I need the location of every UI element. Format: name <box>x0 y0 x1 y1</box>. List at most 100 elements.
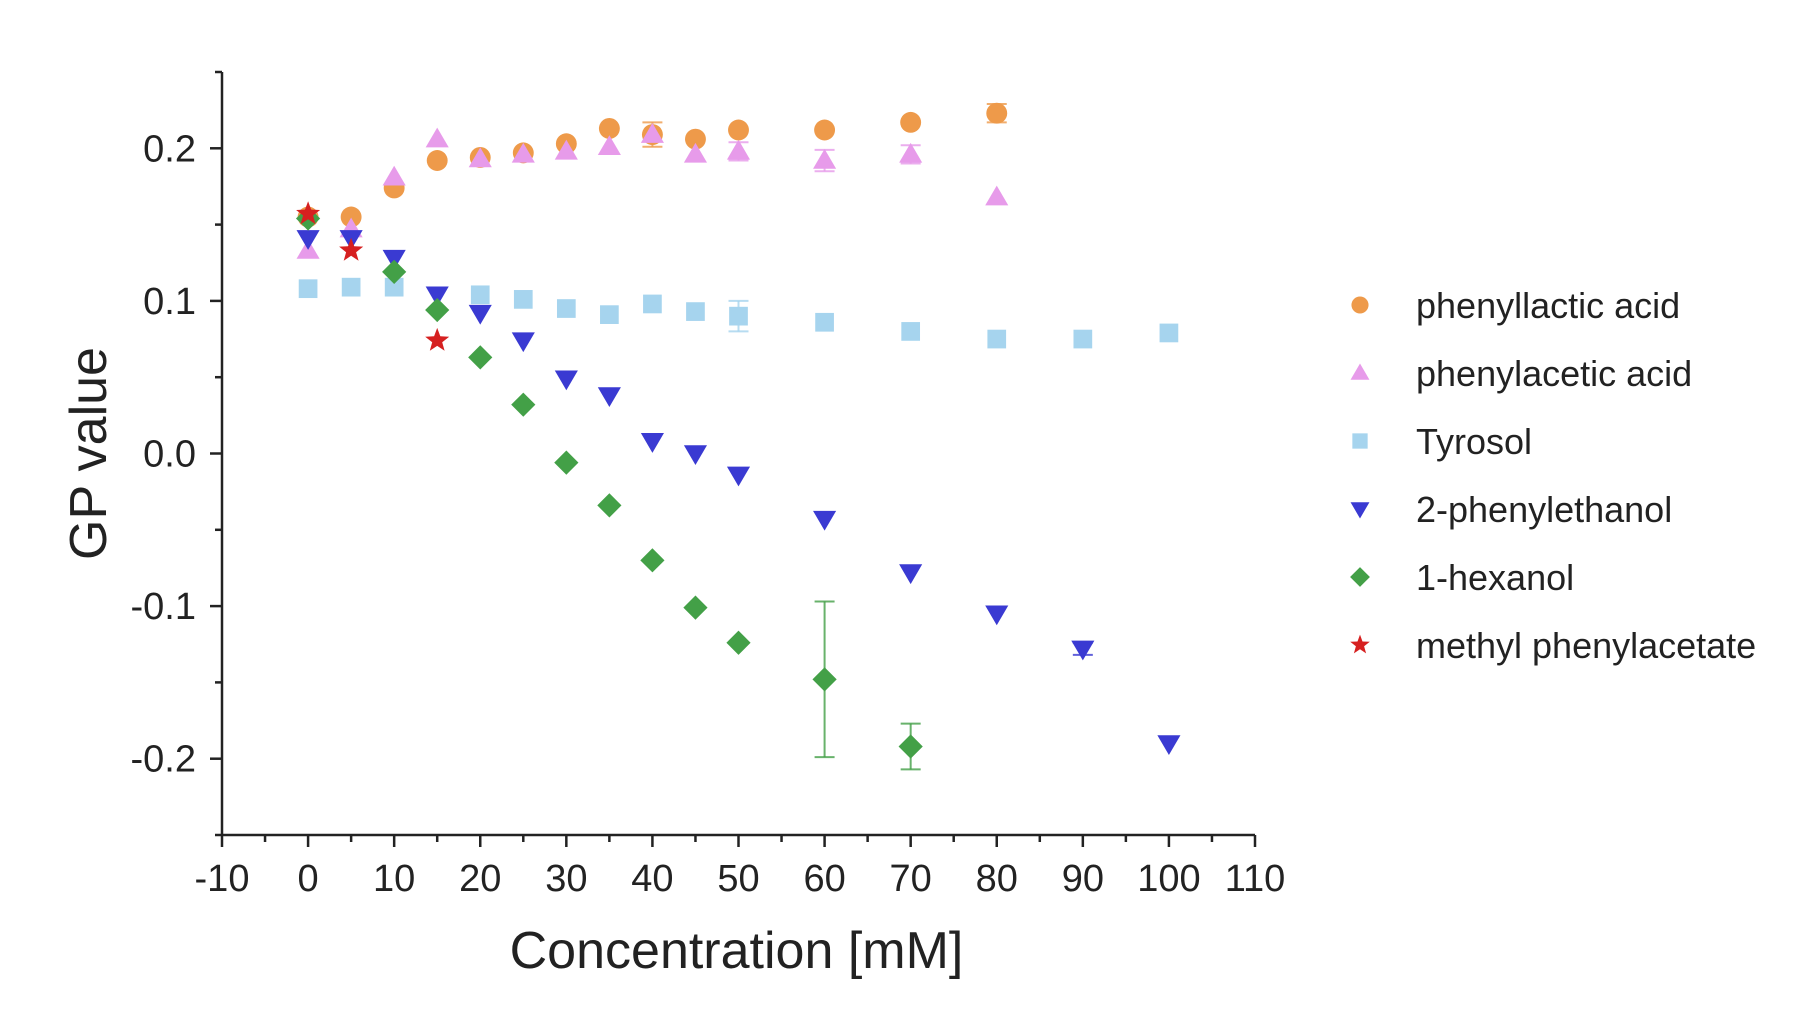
legend-marker <box>1351 296 1369 314</box>
data-point <box>814 119 836 141</box>
data-point <box>898 734 923 759</box>
legend-marker <box>1352 433 1368 449</box>
data-point <box>986 102 1008 124</box>
x-tick-label: 0 <box>298 858 319 900</box>
data-point <box>900 111 922 133</box>
data-point <box>683 595 708 620</box>
data-point <box>640 123 664 143</box>
legend-label: phenyllactic acid <box>1416 285 1680 326</box>
plot-axes: -10 0 10 20 30 40 50 60 70 80 90 100 110 -0.2 -0.1 0.0 0… <box>131 70 1286 900</box>
data-point <box>985 605 1009 626</box>
data-point <box>643 294 662 314</box>
data-point <box>426 150 448 171</box>
legend-label: phenylacetic acid <box>1416 353 1692 394</box>
data-point <box>987 329 1007 349</box>
data-point <box>296 230 320 250</box>
data-point <box>729 306 748 326</box>
legend-label: 1-hexanol <box>1416 557 1574 598</box>
y-axis-title: GP value <box>60 347 118 560</box>
data-point <box>511 142 535 163</box>
data-point <box>985 185 1009 206</box>
data-point <box>899 564 923 585</box>
data-point <box>425 297 450 323</box>
data-point <box>298 279 318 299</box>
x-tick-label: 80 <box>976 858 1018 900</box>
data-point <box>813 148 837 169</box>
data-point <box>899 142 923 163</box>
data-point <box>683 142 708 163</box>
data-point <box>468 345 493 370</box>
data-point <box>815 312 834 332</box>
data-point <box>296 201 321 225</box>
data-point <box>470 285 490 305</box>
data-point <box>600 305 619 324</box>
data-point <box>341 277 361 297</box>
data-point <box>382 165 406 186</box>
x-axis-title: Concentration [mM] <box>510 922 964 980</box>
data-point <box>1157 735 1181 755</box>
y-tick-label: 0.0 <box>143 434 196 476</box>
x-tick-label: 60 <box>803 858 845 900</box>
data-point <box>384 277 404 297</box>
y-tick-label: 0.2 <box>143 128 196 170</box>
data-point <box>468 147 492 168</box>
data-point <box>726 630 751 655</box>
legend-marker <box>1350 634 1370 654</box>
data-point <box>554 450 579 475</box>
series-methyl-phenylacetate <box>296 201 450 351</box>
y-tick-label: -0.2 <box>131 739 196 781</box>
data-point <box>1073 329 1093 349</box>
legend-marker <box>1350 363 1370 380</box>
data-point <box>813 510 837 531</box>
x-tick-label: 40 <box>631 858 673 900</box>
series-phenyllactic-acid <box>297 102 1008 228</box>
data-points <box>295 102 1181 771</box>
data-point <box>554 139 578 160</box>
data-point <box>598 118 620 139</box>
legend-item: 1-hexanol <box>1350 557 1574 598</box>
x-tick-label: -10 <box>195 858 250 900</box>
legend-item: phenyllactic acid <box>1351 285 1680 326</box>
data-point <box>683 445 708 466</box>
x-tick-label: 110 <box>1225 858 1286 900</box>
data-point <box>901 322 921 341</box>
x-tick-label: 70 <box>890 858 932 900</box>
x-tick-label: 30 <box>545 858 587 900</box>
legend-item: Tyrosol <box>1352 421 1532 462</box>
data-point <box>425 327 450 351</box>
data-point <box>597 135 621 156</box>
data-point <box>511 392 536 417</box>
data-point <box>685 128 706 150</box>
data-point <box>726 139 751 160</box>
x-tick-label: 10 <box>373 858 415 900</box>
legend-item: methyl phenylacetate <box>1350 625 1756 666</box>
data-point <box>728 119 749 141</box>
data-point <box>339 237 364 261</box>
data-point <box>554 370 578 391</box>
data-point <box>640 548 665 573</box>
data-point <box>812 667 837 692</box>
legend-marker <box>1350 502 1370 519</box>
data-point <box>597 387 621 408</box>
x-tick-label: 20 <box>459 858 501 900</box>
legend-item: 2-phenylethanol <box>1350 489 1672 530</box>
x-tick-label: 50 <box>717 858 759 900</box>
series-tyrosol <box>298 277 1179 349</box>
legend-label: methyl phenylacetate <box>1416 625 1756 666</box>
y-tick-label: 0.1 <box>143 281 196 323</box>
data-point <box>1159 323 1179 343</box>
data-point <box>556 299 576 318</box>
data-point <box>686 302 705 321</box>
data-point <box>597 493 622 518</box>
x-tick-label: 90 <box>1062 858 1104 900</box>
data-point <box>340 206 362 228</box>
x-tick-label: 100 <box>1137 858 1200 900</box>
data-point <box>468 304 492 325</box>
y-tick-label: -0.1 <box>131 586 196 628</box>
data-point <box>425 127 449 148</box>
data-point <box>382 259 407 285</box>
legend: phenyllactic acid phenylacetic acid Tyroso… <box>1350 285 1756 666</box>
data-point <box>425 286 449 307</box>
data-point <box>640 433 664 453</box>
